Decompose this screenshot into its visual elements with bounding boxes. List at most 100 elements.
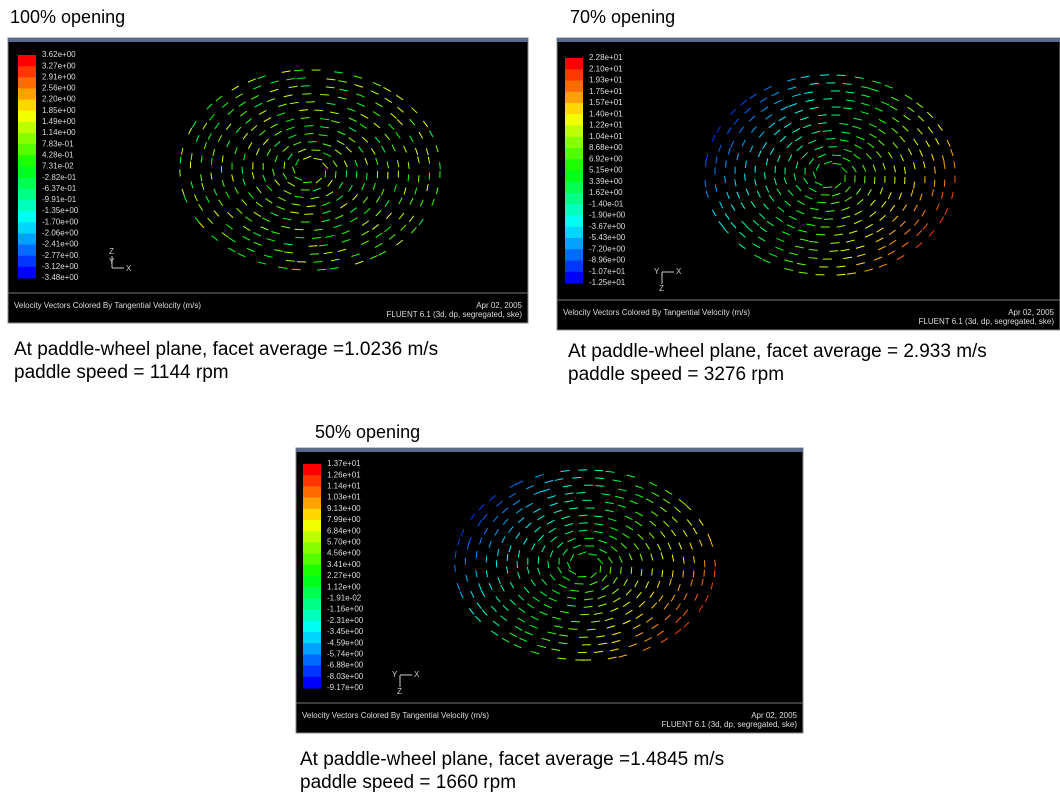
velocity-vector [530, 650, 540, 655]
velocity-vector [417, 156, 420, 164]
velocity-vector [283, 161, 286, 169]
velocity-vector [337, 248, 347, 253]
velocity-vector [491, 630, 499, 636]
velocity-vector [865, 223, 873, 229]
velocity-vector [856, 253, 866, 257]
velocity-vector [258, 109, 267, 115]
colorbar-label: 6.92e+00 [589, 154, 623, 163]
velocity-vector [617, 488, 627, 492]
velocity-vector [337, 130, 346, 136]
velocity-vector [384, 226, 392, 233]
velocity-vector [660, 552, 664, 560]
velocity-vector [689, 542, 693, 550]
velocity-vector [341, 230, 350, 235]
velocity-vector [282, 172, 288, 180]
colorbar-label: 3.27e+00 [42, 61, 76, 70]
colorbar-label: 3.62e+00 [42, 50, 76, 59]
velocity-vector [255, 201, 263, 208]
velocity-vector [651, 623, 659, 630]
velocity-vector [808, 187, 817, 193]
velocity-vector [238, 101, 246, 107]
axis-label: X [676, 267, 682, 276]
velocity-vector [477, 519, 483, 527]
velocity-vector [692, 570, 695, 578]
velocity-vector [935, 203, 940, 211]
velocity-vector [749, 145, 754, 153]
velocity-vector [282, 217, 292, 221]
colorbar-band [303, 475, 321, 487]
velocity-vector [635, 613, 643, 619]
velocity-vector [354, 260, 364, 265]
velocity-vector [789, 252, 798, 256]
velocity-vector [800, 75, 810, 79]
velocity-vector [609, 526, 619, 532]
velocity-vector [475, 615, 482, 623]
velocity-vector [736, 153, 740, 161]
colorbar-band [565, 204, 583, 216]
velocity-vector [809, 240, 819, 243]
velocity-vector [294, 69, 304, 72]
velocity-vector [274, 179, 280, 186]
axis-label: Y [392, 670, 398, 679]
velocity-vector [388, 234, 396, 240]
velocity-vector [304, 125, 314, 127]
colorbar-label: -5.43e+00 [589, 233, 626, 242]
velocity-vector [266, 98, 276, 103]
velocity-vector [339, 88, 349, 92]
velocity-vector [854, 210, 863, 216]
velocity-vector [221, 232, 229, 238]
colorbar-label: 4.56e+00 [327, 549, 361, 558]
velocity-vector [784, 268, 794, 272]
axis-label: Z [659, 284, 664, 293]
velocity-vector [226, 223, 233, 230]
velocity-vector [198, 204, 204, 211]
velocity-vector [225, 123, 232, 130]
velocity-vector [282, 145, 290, 152]
velocity-vector [806, 223, 816, 227]
velocity-vector [547, 495, 556, 499]
velocity-vector [322, 143, 332, 147]
colorbar-band [18, 77, 36, 89]
velocity-vector [508, 526, 514, 533]
velocity-vector [283, 190, 292, 195]
velocity-vector [372, 111, 381, 117]
velocity-vector [759, 97, 768, 103]
velocity-vector [879, 214, 886, 221]
velocity-vector [648, 532, 655, 539]
velocity-vector [374, 242, 383, 248]
velocity-vector [276, 205, 285, 210]
colorbar-band [303, 464, 321, 476]
velocity-vector [262, 217, 271, 222]
colorbar-band [303, 643, 321, 655]
caption-line: At paddle-wheel plane, facet average =1.… [14, 339, 438, 360]
velocity-vector [475, 550, 478, 558]
velocity-vector [786, 141, 793, 149]
velocity-vector [331, 120, 340, 124]
velocity-vector [856, 188, 862, 195]
velocity-vector [724, 160, 727, 168]
velocity-vector [778, 116, 787, 122]
velocity-vector [371, 224, 380, 230]
velocity-vector [497, 576, 501, 585]
colorbar-band [565, 170, 583, 183]
velocity-vector [584, 590, 594, 593]
velocity-vector [589, 581, 598, 586]
velocity-vector [266, 149, 272, 156]
velocity-vector [326, 78, 336, 81]
colorbar-band [565, 226, 583, 239]
velocity-vector [825, 210, 835, 213]
velocity-vector [439, 162, 441, 170]
velocity-vector [748, 115, 756, 122]
colorbar-band [303, 609, 321, 622]
velocity-vector [629, 500, 638, 505]
velocity-vector [926, 111, 934, 118]
velocity-vector [200, 155, 203, 163]
velocity-vector [779, 135, 787, 143]
colorbar-band [565, 114, 583, 126]
velocity-vector [795, 184, 802, 192]
velocity-vector [612, 588, 619, 595]
velocity-vector [645, 581, 650, 589]
velocity-vector [348, 117, 357, 122]
velocity-vector [512, 499, 521, 506]
velocity-vector [560, 610, 570, 614]
